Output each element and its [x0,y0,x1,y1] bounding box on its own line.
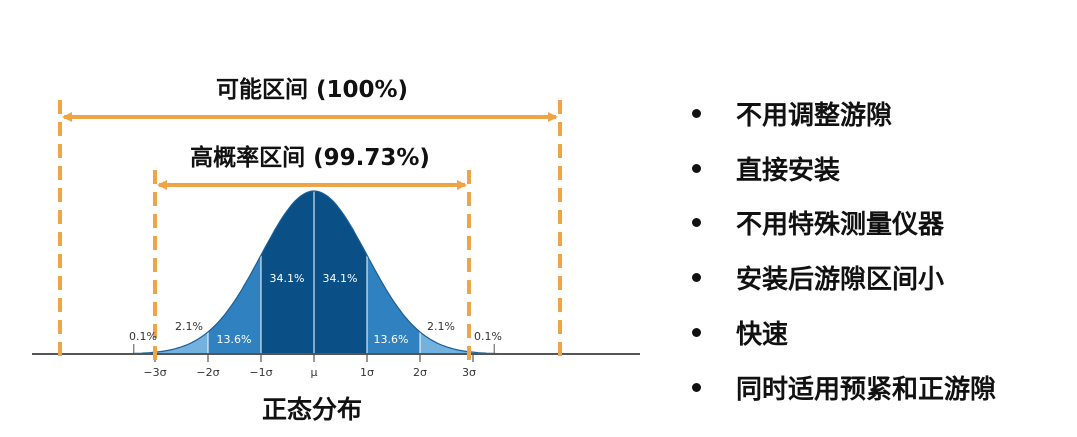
segment-percent-labels: 0.1% 2.1% 13.6% 34.1% 34.1% 13.6% 2.1% 0… [129,272,502,346]
tick-label-minus-2sigma: −2σ [196,366,219,379]
distribution-caption: 正态分布 [262,395,362,424]
feature-text: 同时适用预紧和正游隙 [736,374,997,405]
tick-label-mu: μ [311,366,318,379]
tick-label-minus-1sigma: −1σ [249,366,272,379]
segment-label-left-2sigma: 2.1% [175,320,203,333]
normal-distribution-diagram: 可能区间 (100%) 高概率区间 (99.73%) 0.1% 2.1% 13.… [32,76,640,424]
feature-text: 快速 [736,320,789,351]
tick-label-minus-3sigma: −3σ [143,366,166,379]
feature-item: 快速 [690,305,996,360]
segment-label-left-1sigma: 13.6% [217,333,252,346]
segment-label-right-2sigma: 2.1% [427,320,455,333]
feature-text: 直接安装 [736,155,841,186]
segment-label-right-center: 34.1% [323,272,358,285]
bullet-icon [692,163,701,173]
bullet-icon [692,218,701,228]
bell-curve-outline [91,190,537,355]
tick-label-plus-1sigma: 1σ [360,366,374,379]
feature-text: 不用特殊测量仪器 [736,210,945,241]
bullet-icon [692,273,701,283]
feature-item: 不用特殊测量仪器 [690,196,996,251]
bullet-icon [692,108,701,118]
segment-fill-left-2sigma [155,331,208,354]
bullet-icon [692,328,701,338]
segment-label-left-tail: 0.1% [129,330,157,343]
feature-list: 不用调整游隙 直接安装 不用特殊测量仪器 安装后游隙区间小 快速 同时适用预紧和… [690,86,996,415]
tick-label-plus-2sigma: 2σ [413,366,427,379]
tick-label-plus-3sigma: 3σ [462,366,476,379]
feature-item: 同时适用预紧和正游隙 [690,360,996,415]
feature-item: 安装后游隙区间小 [690,250,996,305]
segment-label-right-1sigma: 13.6% [374,333,409,346]
feature-text: 安装后游隙区间小 [736,265,945,296]
possible-range-label: 可能区间 (100%) [216,76,408,103]
bullet-icon [692,382,701,392]
feature-item: 不用调整游隙 [690,86,996,141]
segment-fill-right-2sigma [420,331,473,354]
segment-label-left-center: 34.1% [270,272,305,285]
axis-tick-labels: −3σ −2σ −1σ μ 1σ 2σ 3σ [143,366,476,379]
feature-item: 直接安装 [690,141,996,196]
feature-text: 不用调整游隙 [736,100,893,131]
high-prob-range-label: 高概率区间 (99.73%) [190,144,430,171]
segment-label-right-tail: 0.1% [474,330,502,343]
